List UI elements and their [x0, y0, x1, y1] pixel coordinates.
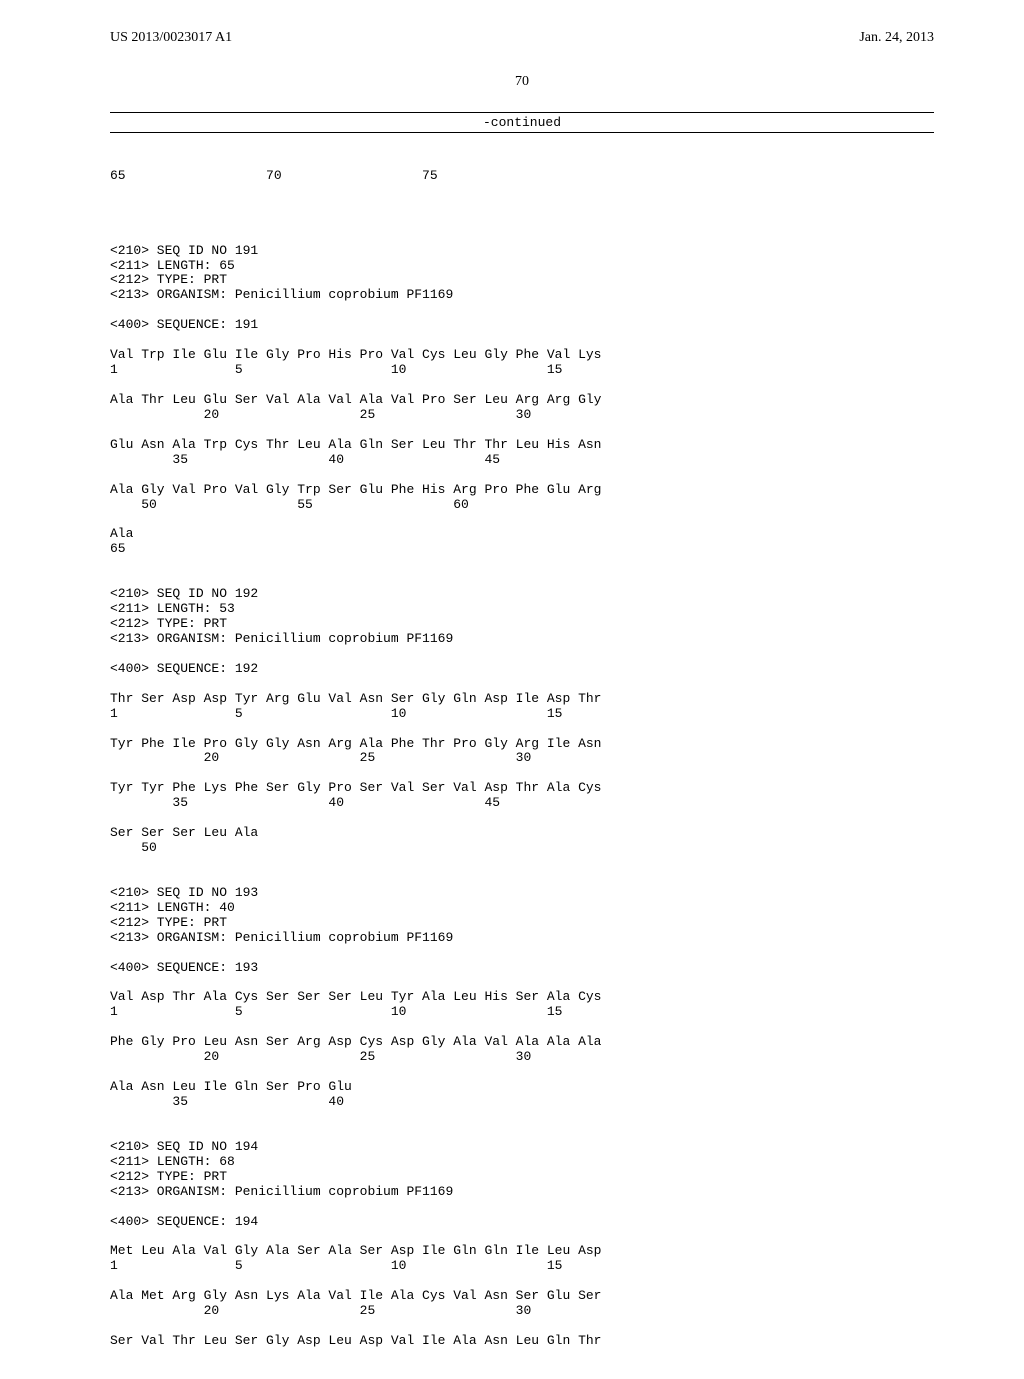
seq-line: 1 5 10 15	[110, 363, 934, 378]
page-container: US 2013/0023017 A1 Jan. 24, 2013 70 -con…	[0, 0, 1024, 1320]
seq-line	[110, 1065, 934, 1080]
seq-meta-line: <213> ORGANISM: Penicillium coprobium PF…	[110, 1185, 934, 1200]
seq-line	[110, 1319, 934, 1334]
seq-header-line: <400> SEQUENCE: 193	[110, 961, 934, 976]
seq-line: 35 40 45	[110, 453, 934, 468]
seq-meta-line: <211> LENGTH: 53	[110, 602, 934, 617]
pub-date: Jan. 24, 2013	[859, 30, 934, 46]
seq-line	[110, 423, 934, 438]
seq-meta-line: <212> TYPE: PRT	[110, 273, 934, 288]
seq-line: 20 25 30	[110, 1304, 934, 1319]
seq-line	[110, 468, 934, 483]
seq-line	[110, 766, 934, 781]
pub-number: US 2013/0023017 A1	[110, 30, 232, 46]
sequence-entry: <210> SEQ ID NO 192<211> LENGTH: 53<212>…	[110, 557, 934, 856]
page-number: 70	[110, 74, 934, 90]
seq-line: Ser Ser Ser Leu Ala	[110, 826, 934, 841]
seq-line: Val Asp Thr Ala Cys Ser Ser Ser Leu Tyr …	[110, 990, 934, 1005]
seq-meta-line: <213> ORGANISM: Penicillium coprobium PF…	[110, 632, 934, 647]
seq-line: Ala Asn Leu Ile Gln Ser Pro Glu	[110, 1080, 934, 1095]
pre-lines: 65 70 75	[110, 169, 934, 184]
seq-line: Ala Met Arg Gly Asn Lys Ala Val Ile Ala …	[110, 1289, 934, 1304]
seq-line	[110, 811, 934, 826]
seq-line: 1 5 10 15	[110, 707, 934, 722]
seq-line: 20 25 30	[110, 408, 934, 423]
continued-label: -continued	[110, 112, 934, 133]
seq-line: 65	[110, 542, 934, 557]
page-header: US 2013/0023017 A1 Jan. 24, 2013	[110, 30, 934, 46]
seq-line	[110, 378, 934, 393]
sequence-entry: <210> SEQ ID NO 191<211> LENGTH: 65<212>…	[110, 214, 934, 558]
seq-meta-line: <210> SEQ ID NO 194	[110, 1140, 934, 1155]
seq-line: Thr Ser Asp Asp Tyr Arg Glu Val Asn Ser …	[110, 692, 934, 707]
seq-meta-line: <213> ORGANISM: Penicillium coprobium PF…	[110, 288, 934, 303]
seq-line: 50	[110, 841, 934, 856]
seq-meta-line: <211> LENGTH: 68	[110, 1155, 934, 1170]
seq-line: 1 5 10 15	[110, 1005, 934, 1020]
seq-meta-line: <212> TYPE: PRT	[110, 1170, 934, 1185]
seq-line: Val Trp Ile Glu Ile Gly Pro His Pro Val …	[110, 348, 934, 363]
seq-line: 35 40 45	[110, 796, 934, 811]
seq-header-line: <400> SEQUENCE: 192	[110, 662, 934, 677]
seq-line: 1 5 10 15	[110, 1259, 934, 1274]
seq-line: Ala Gly Val Pro Val Gly Trp Ser Glu Phe …	[110, 483, 934, 498]
seq-meta-line: <210> SEQ ID NO 191	[110, 244, 934, 259]
seq-meta-line: <211> LENGTH: 65	[110, 259, 934, 274]
seq-line: Ala Thr Leu Glu Ser Val Ala Val Ala Val …	[110, 393, 934, 408]
sequence-entry: <210> SEQ ID NO 194<211> LENGTH: 68<212>…	[110, 1110, 934, 1349]
seq-line: Tyr Tyr Phe Lys Phe Ser Gly Pro Ser Val …	[110, 781, 934, 796]
seq-meta-line: <210> SEQ ID NO 192	[110, 587, 934, 602]
seq-line: 50 55 60	[110, 498, 934, 513]
seq-line	[110, 1020, 934, 1035]
seq-meta-line: <212> TYPE: PRT	[110, 617, 934, 632]
seq-line: Tyr Phe Ile Pro Gly Gly Asn Arg Ala Phe …	[110, 737, 934, 752]
sequence-listing: 65 70 75 <210> SEQ ID NO 191<211> LENGTH…	[110, 139, 934, 1379]
seq-line: 20 25 30	[110, 1050, 934, 1065]
seq-meta-line: <210> SEQ ID NO 193	[110, 886, 934, 901]
sequence-entries: <210> SEQ ID NO 191<211> LENGTH: 65<212>…	[110, 214, 934, 1349]
seq-line: Ala	[110, 527, 934, 542]
seq-line	[110, 512, 934, 527]
seq-line: 20 25 30	[110, 751, 934, 766]
seq-meta-line: <213> ORGANISM: Penicillium coprobium PF…	[110, 931, 934, 946]
seq-header-line: <400> SEQUENCE: 194	[110, 1215, 934, 1230]
sequence-entry: <210> SEQ ID NO 193<211> LENGTH: 40<212>…	[110, 856, 934, 1110]
seq-meta-line: <212> TYPE: PRT	[110, 916, 934, 931]
seq-line: Ser Val Thr Leu Ser Gly Asp Leu Asp Val …	[110, 1334, 934, 1349]
seq-line: Phe Gly Pro Leu Asn Ser Arg Asp Cys Asp …	[110, 1035, 934, 1050]
seq-line: Glu Asn Ala Trp Cys Thr Leu Ala Gln Ser …	[110, 438, 934, 453]
seq-line	[110, 722, 934, 737]
seq-meta-line: <211> LENGTH: 40	[110, 901, 934, 916]
seq-line: 35 40	[110, 1095, 934, 1110]
seq-header-line: <400> SEQUENCE: 191	[110, 318, 934, 333]
seq-line	[110, 1274, 934, 1289]
seq-line: Met Leu Ala Val Gly Ala Ser Ala Ser Asp …	[110, 1244, 934, 1259]
